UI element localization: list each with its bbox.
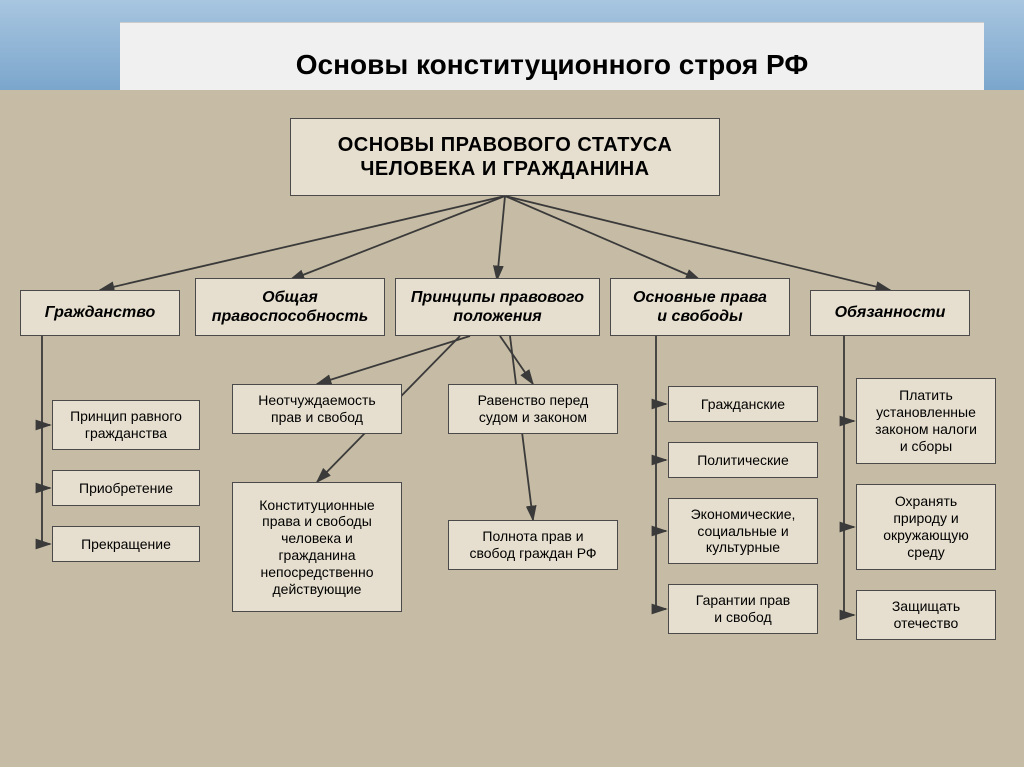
branch-head-b3: Принципы правовогоположения bbox=[395, 278, 600, 336]
branch-head-b4: Основные праваи свободы bbox=[610, 278, 790, 336]
branch-head-b5: Обязанности bbox=[810, 290, 970, 336]
leaf-b4-1: Политические bbox=[668, 442, 818, 478]
branch-head-b1: Гражданство bbox=[20, 290, 180, 336]
title-inner: Основы конституционного строя РФ bbox=[120, 22, 984, 90]
leaf-b4-0: Гражданские bbox=[668, 386, 818, 422]
leaf-b5-0: Платитьустановленныезаконом налогии сбор… bbox=[856, 378, 996, 464]
leaf-b3-0: Неотчуждаемостьправ и свобод bbox=[232, 384, 402, 434]
leaf-b1-2: Прекращение bbox=[52, 526, 200, 562]
title-band: Основы конституционного строя РФ bbox=[0, 0, 1024, 91]
leaf-b5-2: Защищатьотечество bbox=[856, 590, 996, 640]
leaf-b4-3: Гарантии прави свобод bbox=[668, 584, 818, 634]
leaf-b4-2: Экономические,социальные икультурные bbox=[668, 498, 818, 564]
leaf-b1-0: Принцип равногогражданства bbox=[52, 400, 200, 450]
diagram-canvas: ОСНОВЫ ПРАВОВОГО СТАТУСАЧЕЛОВЕКА И ГРАЖД… bbox=[0, 90, 1024, 767]
page-title: Основы конституционного строя РФ bbox=[296, 49, 809, 81]
leaf-b1-1: Приобретение bbox=[52, 470, 200, 506]
leaf-b3-2: Конституционныеправа и свободычеловека и… bbox=[232, 482, 402, 612]
leaf-b3-3: Полнота прав исвобод граждан РФ bbox=[448, 520, 618, 570]
root-node: ОСНОВЫ ПРАВОВОГО СТАТУСАЧЕЛОВЕКА И ГРАЖД… bbox=[290, 118, 720, 196]
leaf-b5-1: Охранятьприроду иокружающуюсреду bbox=[856, 484, 996, 570]
leaf-b3-1: Равенство передсудом и законом bbox=[448, 384, 618, 434]
branch-head-b2: Общаяправоспособность bbox=[195, 278, 385, 336]
